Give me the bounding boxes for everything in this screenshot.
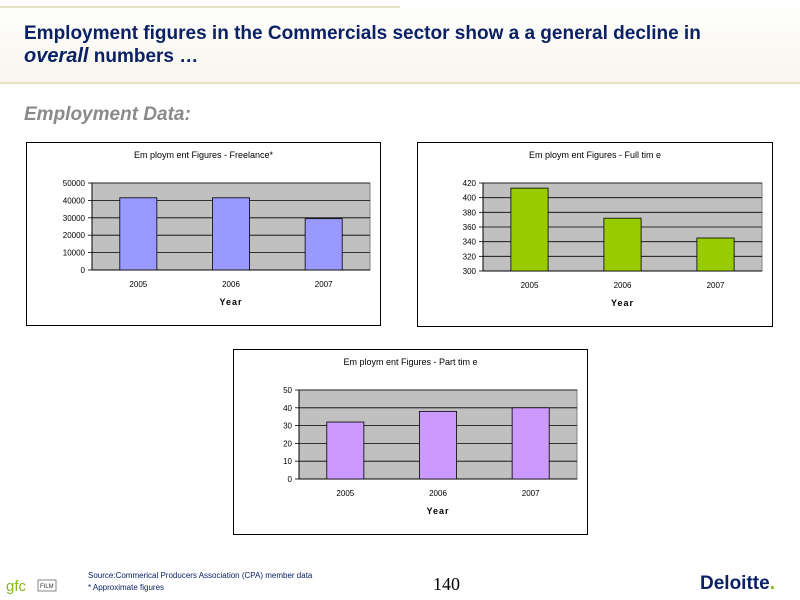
chart-title: Em ploym ent Figures - Freelance* xyxy=(134,150,274,160)
title-line-1: Employment figures in the Commercials se… xyxy=(24,23,701,44)
y-tick-label: 50 xyxy=(283,386,292,395)
x-tick-label: 2007 xyxy=(707,281,725,290)
deloitte-logo-dot: . xyxy=(769,573,775,594)
bar-2007 xyxy=(304,218,343,271)
gfc-logo: gfc FILM xyxy=(6,578,57,595)
y-tick-label: 380 xyxy=(463,208,477,217)
section-heading: Employment Data: xyxy=(24,104,191,125)
approximate-note: * Approximate figures xyxy=(88,583,165,592)
y-tick-label: 420 xyxy=(463,179,477,188)
bar-2005 xyxy=(119,197,158,271)
footer-source: Source:Commerical Producers Association … xyxy=(88,570,312,594)
title-line-2: numbers … xyxy=(88,46,199,67)
x-tick-label: 2007 xyxy=(522,489,540,498)
y-tick-label: 0 xyxy=(81,266,86,275)
header-divider-bottom xyxy=(0,82,800,84)
y-tick-label: 40000 xyxy=(63,196,86,205)
x-axis-label: Year xyxy=(219,297,242,307)
chart-svg: Em ploym ent Figures - Freelance* 0 10000 2… xyxy=(63,150,371,307)
chart-freelance: Em ploym ent Figures - Freelance* 0 10000 2… xyxy=(26,142,381,326)
bar-2006 xyxy=(603,217,642,272)
deloitte-logo: Deloitte. xyxy=(700,573,775,595)
bar-2007 xyxy=(511,407,550,480)
y-tick-label: 20 xyxy=(283,439,292,448)
header-background xyxy=(0,0,800,84)
bar-2006 xyxy=(419,410,457,480)
y-tick-label: 340 xyxy=(463,238,477,247)
y-tick-label: 10 xyxy=(283,457,292,466)
chart-title: Em ploym ent Figures - Part tim e xyxy=(343,357,477,367)
source-note: Source:Commerical Producers Association … xyxy=(88,571,313,580)
x-tick-label: 2007 xyxy=(315,280,333,289)
chart-full-time: Em ploym ent Figures - Full tim e 300 320 3… xyxy=(417,142,773,327)
y-tick-label: 360 xyxy=(463,223,477,232)
title-italic-word: overall xyxy=(24,45,89,67)
y-tick-label: 320 xyxy=(463,252,477,261)
chart-title: Em ploym ent Figures - Full tim e xyxy=(529,150,661,160)
y-tick-label: 300 xyxy=(463,267,477,276)
x-tick-label: 2005 xyxy=(336,489,354,498)
slide-header: Employment figures in the Commercials se… xyxy=(0,0,800,84)
x-tick-label: 2006 xyxy=(429,489,447,498)
y-tick-label: 30000 xyxy=(63,214,86,223)
y-tick-label: 50000 xyxy=(63,179,86,188)
y-tick-label: 40 xyxy=(283,404,292,413)
x-tick-label: 2006 xyxy=(614,281,632,290)
page-number: 140 xyxy=(433,574,460,594)
bar-2005 xyxy=(326,421,365,480)
x-axis-label: Year xyxy=(426,506,449,516)
y-tick-label: 10000 xyxy=(63,249,86,258)
x-tick-label: 2005 xyxy=(129,280,147,289)
slide-title: Employment figures in the Commercials se… xyxy=(24,22,764,68)
bar-2007 xyxy=(696,237,735,272)
chart-svg: Em ploym ent Figures - Part tim e 0 10 20 30… xyxy=(283,357,578,516)
chart-svg: Em ploym ent Figures - Full tim e 300 320 3… xyxy=(463,150,763,308)
y-tick-label: 400 xyxy=(463,194,477,203)
x-tick-label: 2006 xyxy=(222,280,240,289)
gfc-logo-small: FILM xyxy=(40,584,54,590)
chart-part-time: Em ploym ent Figures - Part tim e 0 10 20 30… xyxy=(233,349,588,535)
y-tick-label: 20000 xyxy=(63,231,86,240)
bar-2006 xyxy=(212,197,250,271)
x-tick-label: 2005 xyxy=(521,281,539,290)
x-axis-label: Year xyxy=(611,298,634,308)
bar-2005 xyxy=(510,187,549,272)
y-tick-label: 30 xyxy=(283,422,292,431)
deloitte-logo-text: Deloitte xyxy=(700,573,770,594)
y-tick-label: 0 xyxy=(288,475,293,484)
header-divider-top xyxy=(0,6,400,8)
gfc-logo-text: gfc xyxy=(6,578,27,595)
